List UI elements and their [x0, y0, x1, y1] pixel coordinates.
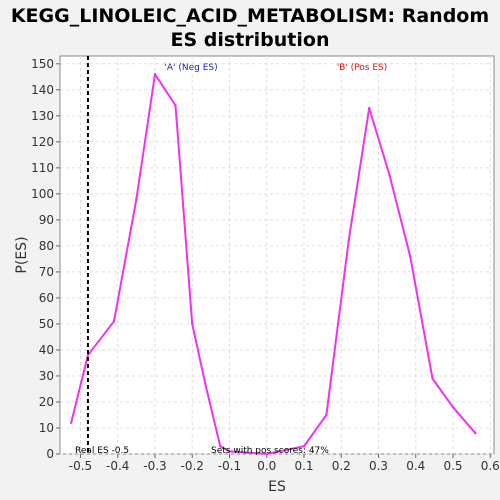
plot-area: [59, 55, 495, 455]
data-point: [174, 104, 177, 107]
data-point: [112, 320, 116, 323]
y-tick-label: 140: [31, 83, 54, 97]
y-tick-label: 60: [39, 291, 54, 305]
pos-scores-label: Sets with pos scores: 47%: [211, 446, 329, 456]
data-point: [302, 444, 306, 448]
y-tick-label: 0: [46, 447, 54, 461]
y-tick-label: 30: [39, 369, 54, 383]
pos-es-label: 'B' (Pos ES): [337, 63, 388, 73]
data-point: [153, 73, 157, 76]
y-tick-label: 110: [31, 161, 54, 175]
data-point: [368, 106, 371, 110]
x-tick-label: 0.2: [332, 459, 351, 473]
chart-title-line-2: ES distribution: [170, 29, 330, 51]
y-tick-label: 50: [39, 317, 54, 331]
x-tick-label: 0.4: [406, 459, 425, 473]
data-point: [191, 322, 194, 326]
data-point: [265, 452, 268, 456]
y-tick-label: 40: [39, 343, 54, 357]
y-tick-label: 70: [39, 265, 54, 279]
neg-es-label: 'A' (Neg ES): [164, 63, 217, 73]
data-point: [69, 421, 73, 424]
x-tick-label: -0.2: [181, 459, 204, 473]
data-point: [388, 174, 391, 177]
x-tick-label: -0.4: [106, 459, 129, 473]
y-axis-title: P(ES): [14, 236, 30, 273]
data-point: [325, 413, 328, 417]
x-tick-label: 0.6: [481, 459, 500, 473]
real-es-label: Real ES -0.5: [75, 446, 129, 456]
data-point: [228, 450, 231, 453]
y-tick-label: 150: [31, 57, 54, 71]
x-tick-label: -0.1: [218, 459, 241, 473]
y-tick-label: 20: [39, 395, 54, 409]
y-tick-label: 80: [39, 239, 54, 253]
x-axis-title: ES: [268, 479, 286, 495]
data-point: [218, 444, 222, 448]
chart-title-line-1: KEGG_LINOLEIC_ACID_METABOLISM: Random: [10, 5, 490, 27]
x-tick-label: 0.0: [257, 459, 276, 473]
data-point: [431, 377, 434, 380]
x-tick-label: -0.5: [69, 459, 92, 473]
series-layer: [69, 73, 477, 456]
chart-title: KEGG_LINOLEIC_ACID_METABOLISM: Random ES…: [0, 4, 500, 52]
data-point: [451, 405, 455, 409]
axes: 0 10 20 30 40 50 60 70 80 90 100 110 120 130 140 150 -0.…: [31, 57, 500, 473]
x-tick-label: 0.5: [443, 459, 462, 473]
x-tick-label: 0.1: [294, 459, 313, 473]
data-point: [474, 431, 477, 435]
y-tick-label: 130: [31, 109, 54, 123]
y-tick-label: 10: [39, 421, 54, 435]
data-point: [347, 239, 350, 242]
data-point: [204, 382, 207, 385]
y-tick-label: 100: [31, 187, 54, 201]
data-point: [86, 353, 90, 357]
y-tick-label: 120: [31, 135, 54, 149]
data-point: [408, 255, 412, 258]
y-tick-label: 90: [39, 213, 54, 227]
x-tick-label: -0.3: [143, 459, 166, 473]
x-tick-label: 0.3: [369, 459, 388, 473]
series-line: [70, 73, 477, 455]
data-point: [135, 197, 138, 201]
